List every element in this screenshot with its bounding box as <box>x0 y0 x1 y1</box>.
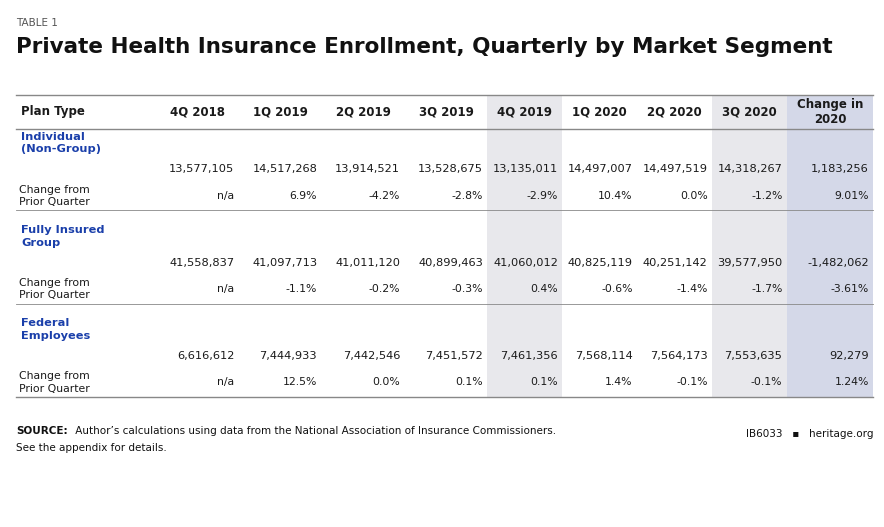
Text: -0.1%: -0.1% <box>751 377 782 387</box>
Text: 7,442,546: 7,442,546 <box>343 351 400 361</box>
Text: 3Q 2020: 3Q 2020 <box>722 105 777 118</box>
Text: -0.6%: -0.6% <box>601 284 633 294</box>
Text: -4.2%: -4.2% <box>369 191 400 201</box>
Text: 41,060,012: 41,060,012 <box>493 258 558 268</box>
Text: 40,251,142: 40,251,142 <box>643 258 707 268</box>
Text: -0.3%: -0.3% <box>452 284 483 294</box>
Bar <box>487 95 562 397</box>
Text: -1.7%: -1.7% <box>751 284 782 294</box>
Text: n/a: n/a <box>217 284 234 294</box>
Text: 1.4%: 1.4% <box>606 377 633 387</box>
Text: 7,564,173: 7,564,173 <box>650 351 707 361</box>
Text: n/a: n/a <box>217 191 234 201</box>
Text: 13,528,675: 13,528,675 <box>418 164 483 174</box>
Text: 0.0%: 0.0% <box>680 191 707 201</box>
Text: See the appendix for details.: See the appendix for details. <box>16 443 167 453</box>
Text: 12.5%: 12.5% <box>283 377 317 387</box>
Text: SOURCE:: SOURCE: <box>16 426 67 436</box>
Text: Plan Type: Plan Type <box>21 105 85 118</box>
Text: -1.2%: -1.2% <box>751 191 782 201</box>
Text: 7,451,572: 7,451,572 <box>425 351 483 361</box>
Text: 13,914,521: 13,914,521 <box>335 164 400 174</box>
Text: 41,097,713: 41,097,713 <box>252 258 317 268</box>
Text: 0.4%: 0.4% <box>530 284 558 294</box>
Text: Federal
Employees: Federal Employees <box>21 318 90 341</box>
Text: 7,553,635: 7,553,635 <box>725 351 782 361</box>
Text: 2Q 2019: 2Q 2019 <box>336 105 391 118</box>
Text: Change from
Prior Quarter: Change from Prior Quarter <box>19 371 90 394</box>
Text: Change from
Prior Quarter: Change from Prior Quarter <box>19 278 90 300</box>
Text: 1.24%: 1.24% <box>834 377 869 387</box>
Text: 1,183,256: 1,183,256 <box>812 164 869 174</box>
Text: 6.9%: 6.9% <box>290 191 317 201</box>
Bar <box>787 95 873 397</box>
Text: 7,568,114: 7,568,114 <box>575 351 633 361</box>
Text: 14,517,268: 14,517,268 <box>252 164 317 174</box>
Text: -0.2%: -0.2% <box>369 284 400 294</box>
Text: 41,011,120: 41,011,120 <box>335 258 400 268</box>
Text: -1,482,062: -1,482,062 <box>807 258 869 268</box>
Text: 1Q 2019: 1Q 2019 <box>253 105 308 118</box>
Text: Private Health Insurance Enrollment, Quarterly by Market Segment: Private Health Insurance Enrollment, Qua… <box>16 37 833 57</box>
Text: -1.1%: -1.1% <box>286 284 317 294</box>
Text: 13,135,011: 13,135,011 <box>492 164 558 174</box>
Text: 14,497,519: 14,497,519 <box>643 164 707 174</box>
Text: Fully Insured
Group: Fully Insured Group <box>21 225 104 248</box>
Text: 1Q 2020: 1Q 2020 <box>572 105 627 118</box>
Text: TABLE 1: TABLE 1 <box>16 18 57 28</box>
Text: 9.01%: 9.01% <box>834 191 869 201</box>
Text: 40,825,119: 40,825,119 <box>568 258 633 268</box>
Text: 4Q 2018: 4Q 2018 <box>170 105 225 118</box>
Text: 14,318,267: 14,318,267 <box>718 164 782 174</box>
Text: -3.61%: -3.61% <box>831 284 869 294</box>
Text: 41,558,837: 41,558,837 <box>169 258 234 268</box>
Text: Change in
2020: Change in 2020 <box>796 97 864 126</box>
Text: 6,616,612: 6,616,612 <box>177 351 234 361</box>
Text: -1.4%: -1.4% <box>676 284 707 294</box>
Text: 7,444,933: 7,444,933 <box>260 351 317 361</box>
Text: 2Q 2020: 2Q 2020 <box>647 105 702 118</box>
Text: IB6033   ▪   heritage.org: IB6033 ▪ heritage.org <box>746 430 873 439</box>
Text: Individual
(Non-Group): Individual (Non-Group) <box>21 132 101 154</box>
Text: 40,899,463: 40,899,463 <box>418 258 483 268</box>
Text: 4Q 2019: 4Q 2019 <box>498 105 552 118</box>
Text: -2.9%: -2.9% <box>527 191 558 201</box>
Text: 39,577,950: 39,577,950 <box>717 258 782 268</box>
Text: n/a: n/a <box>217 377 234 387</box>
Text: 3Q 2019: 3Q 2019 <box>418 105 474 118</box>
Text: 0.0%: 0.0% <box>372 377 400 387</box>
Text: 92,279: 92,279 <box>829 351 869 361</box>
Text: 0.1%: 0.1% <box>455 377 483 387</box>
Text: -2.8%: -2.8% <box>452 191 483 201</box>
Text: 7,461,356: 7,461,356 <box>500 351 558 361</box>
Text: 13,577,105: 13,577,105 <box>169 164 234 174</box>
Text: 0.1%: 0.1% <box>530 377 558 387</box>
Text: -0.1%: -0.1% <box>676 377 707 387</box>
Text: 10.4%: 10.4% <box>598 191 633 201</box>
Text: Change from
Prior Quarter: Change from Prior Quarter <box>19 184 90 207</box>
Bar <box>712 95 787 397</box>
Text: Author’s calculations using data from the National Association of Insurance Comm: Author’s calculations using data from th… <box>72 426 557 436</box>
Text: 14,497,007: 14,497,007 <box>568 164 633 174</box>
